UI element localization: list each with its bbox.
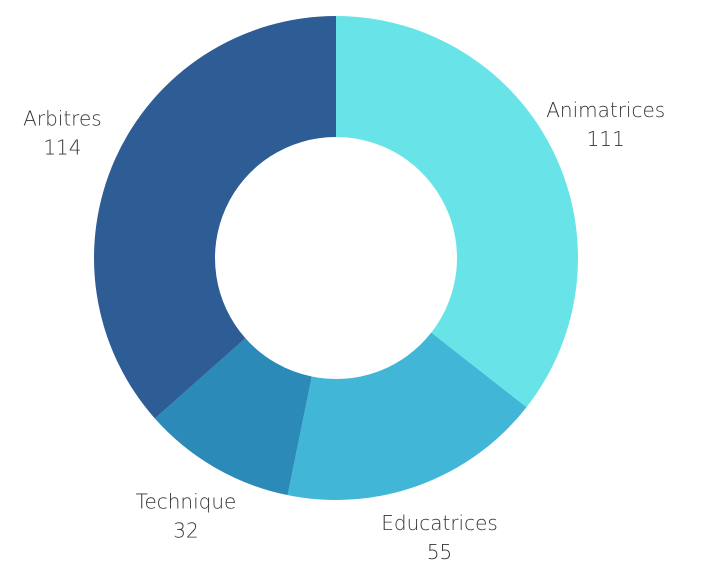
donut-slice <box>336 16 578 408</box>
donut-slice <box>94 16 336 419</box>
slice-label: Educatrices <box>381 511 498 535</box>
slice-value: 32 <box>173 518 198 542</box>
donut-slice <box>154 338 312 496</box>
donut-slice <box>287 332 527 500</box>
slice-label: Technique <box>136 489 237 513</box>
slice-value: 114 <box>43 135 81 159</box>
slice-value: 55 <box>427 540 452 561</box>
slice-value: 111 <box>587 127 625 151</box>
slice-label: Animatrices <box>546 98 665 122</box>
slice-label: Arbitres <box>23 106 102 130</box>
